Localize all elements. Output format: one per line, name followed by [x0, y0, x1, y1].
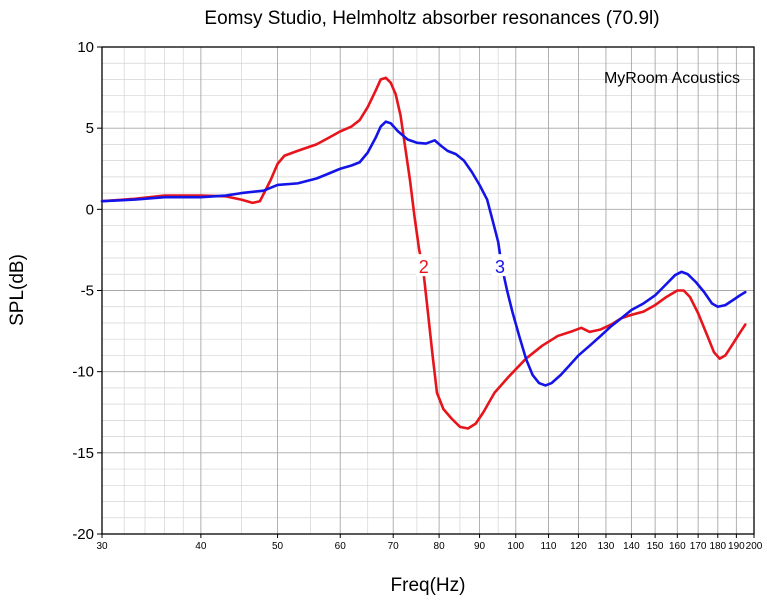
- series-label-3: 3: [495, 257, 505, 277]
- x-tick-label: 100: [507, 541, 524, 552]
- y-axis-ticks: 10 5 0 -5 -10 -15 -20: [72, 39, 102, 543]
- series-label-bg: [491, 254, 508, 277]
- x-tick-label: 90: [474, 541, 486, 552]
- x-tick-label: 110: [541, 541, 557, 552]
- y-tick-label: -20: [72, 526, 94, 543]
- major-grid: [101, 46, 755, 535]
- series-line-2: [100, 76, 747, 430]
- x-tick-label: 140: [623, 541, 640, 552]
- x-tick-label: 50: [272, 541, 284, 552]
- x-tick-label: 130: [598, 541, 615, 552]
- series-line-3: [100, 120, 747, 387]
- chart-title: Eomsy Studio, Helmholtz absorber resonan…: [204, 8, 659, 29]
- x-tick-label: 160: [669, 541, 686, 552]
- y-axis-label: SPL(dB): [7, 254, 28, 326]
- watermark-label: MyRoom Acoustics: [604, 70, 740, 87]
- series-label-2: 2: [419, 257, 429, 277]
- x-tick-label: 150: [647, 541, 664, 552]
- x-tick-label: 190: [728, 541, 745, 552]
- series-label-bg: [415, 254, 432, 277]
- x-tick-label: 200: [746, 541, 763, 552]
- x-tick-label: 30: [96, 541, 108, 552]
- x-tick-label: 180: [709, 541, 726, 552]
- x-tick-label: 70: [388, 541, 400, 552]
- x-tick-label: 170: [690, 541, 707, 552]
- y-tick-label: 0: [86, 201, 94, 218]
- y-tick-label: -5: [81, 283, 94, 300]
- y-tick-label: -10: [72, 364, 94, 381]
- y-tick-label: 5: [86, 120, 94, 137]
- x-tick-label: 60: [335, 541, 347, 552]
- x-tick-label: 40: [195, 541, 207, 552]
- y-tick-label: -15: [72, 445, 94, 462]
- x-axis-label: Freq(Hz): [391, 575, 466, 596]
- x-tick-label: 120: [570, 541, 587, 552]
- x-tick-label: 80: [434, 541, 446, 552]
- x-axis-ticks: 30 40 50 60 70 80 90 100 110 120 130 140 150 160 170 18…: [96, 534, 763, 552]
- y-tick-label: 10: [77, 39, 94, 56]
